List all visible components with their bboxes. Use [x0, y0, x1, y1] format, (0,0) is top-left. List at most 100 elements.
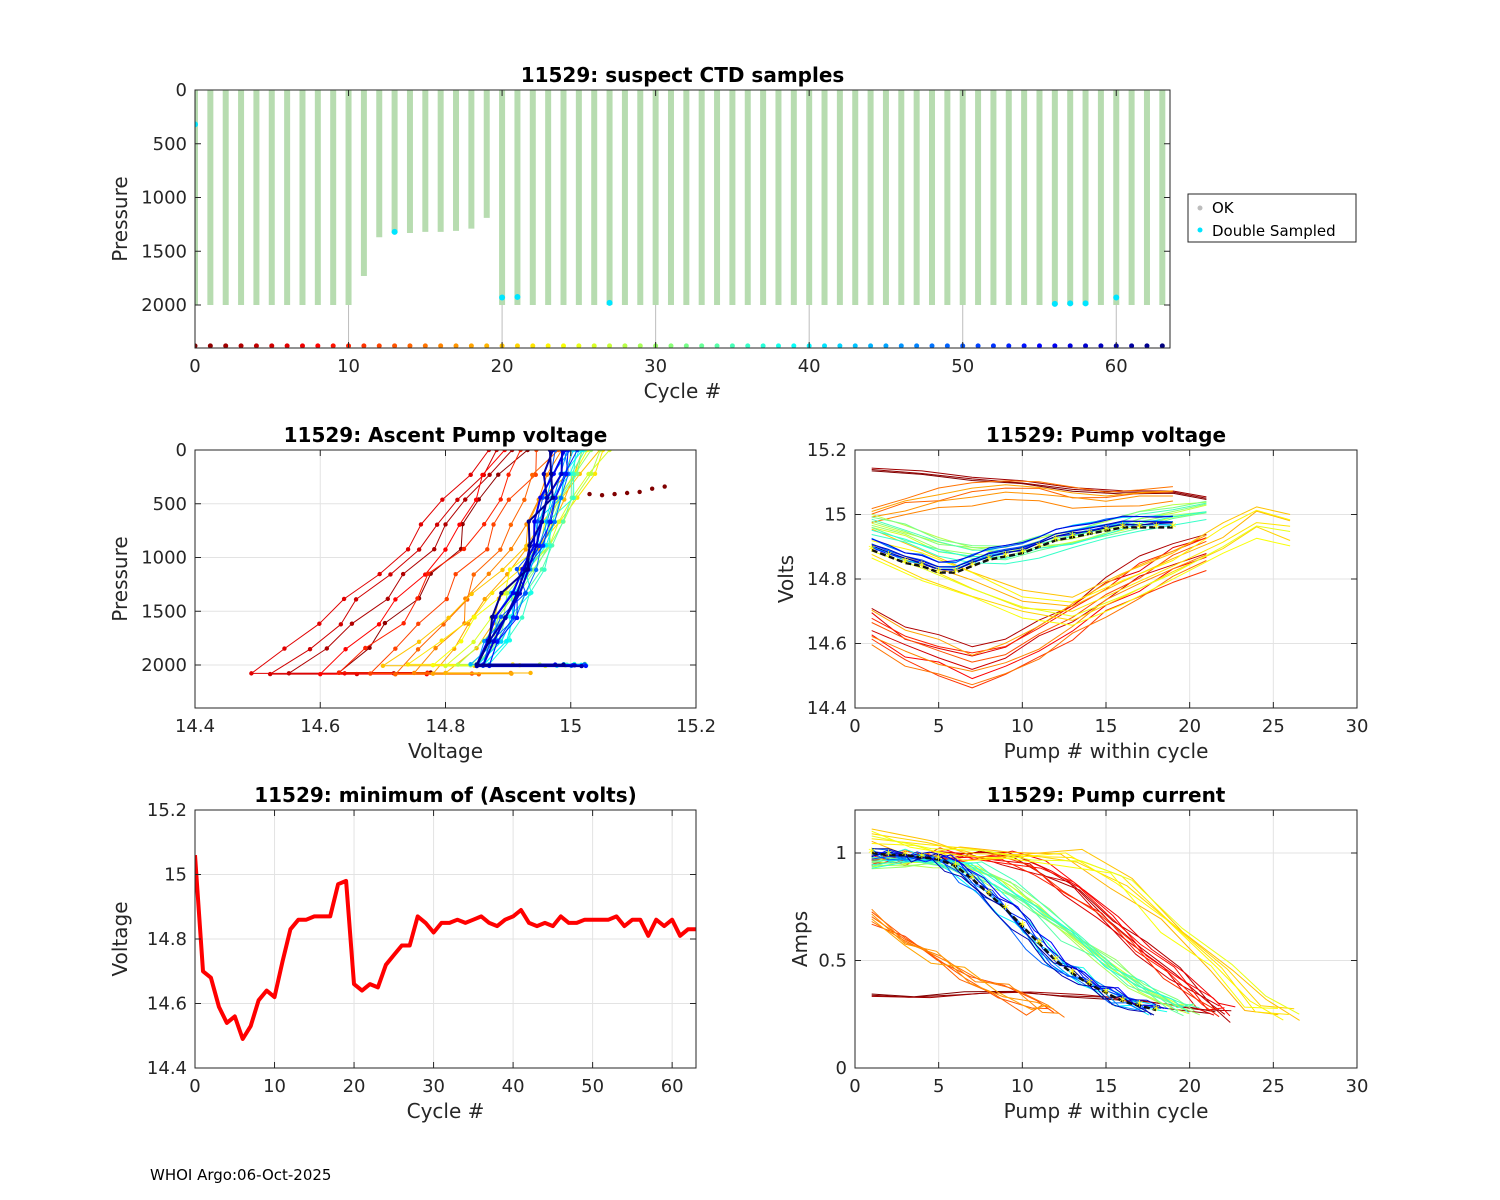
ascent-profile-point	[307, 646, 313, 652]
pumpvolt-line	[871, 554, 1207, 672]
ascent-profile-point	[500, 567, 505, 573]
ascent-profile-point	[341, 596, 347, 602]
cycle-marker	[1129, 343, 1135, 348]
pumpvolt-line	[871, 570, 1207, 689]
pumpcurr-chart: * * * * * * * * * * * * * * * * * * 0 5 10 15 20 25 30 0 0.5 1 11529…	[788, 783, 1368, 1123]
ascent-profile-point	[443, 547, 448, 552]
ascent-profile-point	[589, 471, 594, 477]
pumpcurr-mean-marker: *	[902, 848, 909, 864]
cycle-marker	[837, 343, 843, 348]
legend-double-marker	[1197, 227, 1203, 233]
pumpvolt-xtick-label: 5	[933, 716, 944, 737]
pumpvolt-xtick-label: 30	[1346, 716, 1369, 737]
ascent-outlier-point	[649, 486, 655, 491]
ascent-profile-point	[336, 670, 342, 675]
ascent-ytick-label: 1000	[141, 548, 187, 569]
cycle-marker	[1083, 343, 1089, 348]
ascent-profile-point	[552, 519, 557, 525]
ascent-profile-point	[416, 639, 422, 645]
pumpvolt-mean-marker: *	[935, 566, 942, 582]
pumpcurr-line	[871, 916, 1044, 1016]
ascent-profile-point	[559, 450, 565, 453]
ascent-profile-point	[461, 546, 467, 552]
ascent-profile-point	[411, 670, 417, 676]
minvolt-xtick-label: 40	[502, 1076, 525, 1097]
pumpvolt-mean-marker: *	[1002, 549, 1009, 565]
ascent-profile-point	[534, 450, 539, 453]
minvolt-xtick-label: 10	[263, 1076, 286, 1097]
ctd-ytick-label: 1000	[141, 188, 187, 209]
ascent-profile-point	[533, 472, 538, 478]
ascent-profile-point	[368, 671, 373, 676]
cycle-marker	[944, 343, 950, 348]
pumpcurr-xtick-label: 15	[1095, 1076, 1118, 1097]
ascent-profile-point	[548, 543, 553, 548]
ascent-profile-point	[434, 522, 440, 527]
cycle-marker	[1021, 343, 1027, 348]
ascent-profile-point	[317, 621, 322, 626]
pumpvolt-line	[871, 491, 1173, 518]
cycle-marker	[269, 343, 275, 348]
pumpvolt-ytick-label: 14.8	[807, 569, 847, 590]
cycle-marker	[591, 343, 597, 348]
ascent-outlier-point	[612, 491, 617, 497]
pumpvolt-mean-marker: *	[985, 553, 992, 569]
pumpvolt-mean-marker: *	[1052, 533, 1059, 549]
ctd-ylabel: Pressure	[108, 176, 132, 261]
ascent-profile-point	[455, 497, 460, 502]
cycle-marker	[545, 343, 551, 348]
cycle-marker	[1067, 343, 1073, 348]
double-sampled-point	[606, 299, 613, 306]
pumpcurr-mean-marker: *	[952, 859, 959, 875]
pumpvolt-mean-marker: *	[918, 559, 925, 575]
pumpvolt-chart: * * * * * * * * * * * * * * * * * * * 0 5 10 15 20 25 30 14.4 14.6 1…	[774, 423, 1368, 763]
pumpvolt-mean-marker: *	[969, 559, 976, 575]
ascent-profile-point	[415, 647, 421, 652]
pumpvolt-line	[871, 525, 1291, 617]
pumpcurr-line	[871, 848, 1155, 1016]
ascent-profile-point	[510, 615, 516, 620]
ascent-profile-point	[571, 471, 576, 477]
ascent-profile-point	[473, 497, 479, 503]
ascent-profile-point	[564, 471, 569, 477]
cycle-marker	[223, 343, 229, 348]
ascent-profile-point	[487, 638, 492, 644]
ascent-ytick-label: 500	[153, 494, 187, 515]
ctd-xtick-label: 50	[951, 356, 974, 377]
ctd-xtick-label: 30	[644, 356, 667, 377]
cycle-marker	[929, 343, 935, 348]
ascent-profile-point	[540, 543, 546, 548]
ascent-profile-point	[493, 614, 498, 620]
pumpvolt-mean-marker: *	[1019, 546, 1026, 562]
pumpcurr-mean-marker: *	[1103, 986, 1110, 1002]
ascent-profile-point	[468, 472, 473, 478]
ascent-profile-point	[559, 471, 564, 477]
ascent-outlier-point	[637, 489, 642, 495]
pumpvolt-mean-marker: *	[1153, 520, 1160, 536]
ascent-profile-point	[499, 590, 504, 596]
cycle-marker	[760, 343, 766, 348]
ascent-outlier-point	[587, 491, 592, 497]
pumpcurr-line	[871, 830, 1278, 1009]
ascent-profile-point	[481, 522, 487, 527]
cycle-marker	[422, 343, 428, 348]
ascent-profile-point	[487, 472, 492, 478]
ascent-profile-point	[490, 614, 495, 620]
pumpvolt-mean-marker: *	[1069, 530, 1076, 546]
ascent-profile-point	[338, 622, 344, 627]
ascent-xtick-label: 15	[559, 716, 582, 737]
pumpvolt-line	[871, 522, 1173, 571]
cycle-marker	[729, 343, 735, 348]
cycle-marker	[852, 343, 858, 348]
cycle-marker	[376, 343, 382, 348]
cycle-marker	[1144, 343, 1150, 348]
minvolt-xtick-label: 30	[422, 1076, 445, 1097]
ctd-xtick-label: 0	[189, 356, 200, 377]
cycle-marker	[514, 343, 520, 348]
ascent-profile-point	[430, 663, 436, 668]
ascent-title: 11529: Ascent Pump voltage	[284, 423, 608, 447]
ctd-title: 11529: suspect CTD samples	[521, 63, 845, 87]
ascent-series-layer	[249, 450, 667, 677]
ascent-profile-point	[509, 450, 515, 453]
ascent-ylabel: Pressure	[108, 536, 132, 621]
